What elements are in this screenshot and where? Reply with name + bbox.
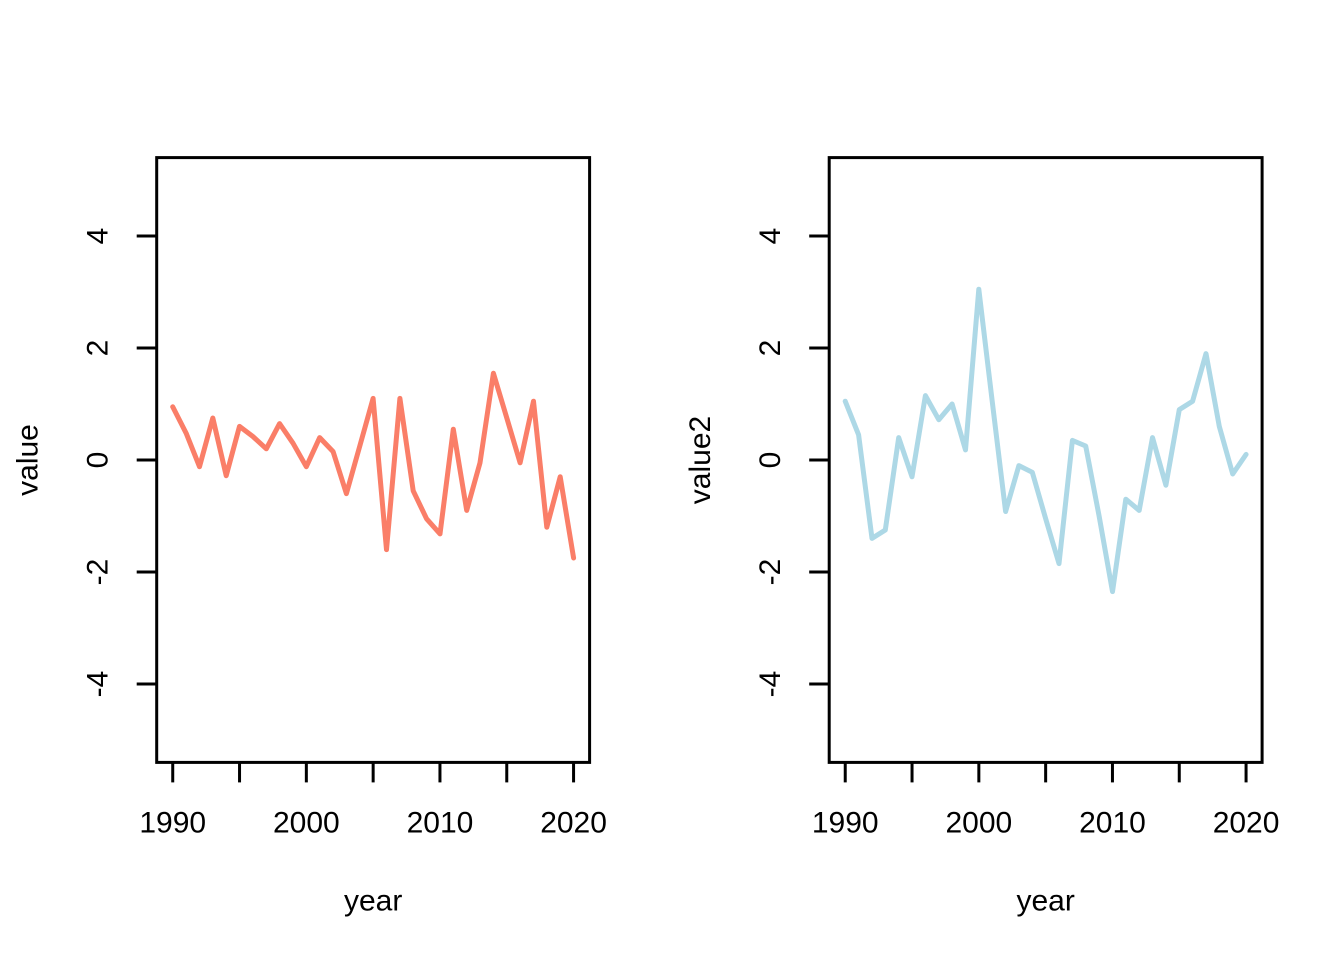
panel-right: 1990 2000 2010 2020 -4 -2 0 2 4 year value2 <box>684 156 1280 917</box>
y-tick-label: -2 <box>754 559 787 586</box>
panel-left: 1990 2000 2010 2020 -4 -2 0 2 4 year value <box>12 156 607 917</box>
y-axis-title: value2 <box>684 416 717 504</box>
x-tick-label: 1990 <box>139 806 206 839</box>
value-series-line <box>170 370 577 561</box>
x-tick-label: 2020 <box>1213 806 1280 839</box>
y-tick-label: -4 <box>82 671 115 698</box>
x-tick-label: 2000 <box>945 806 1012 839</box>
x-tick-label: 1990 <box>812 806 879 839</box>
x-tick-label: 2000 <box>273 806 340 839</box>
y-tick-label: 0 <box>82 452 115 469</box>
y-axis-title: value <box>12 424 45 496</box>
value2-series-line <box>842 286 1249 595</box>
x-tick-label: 2010 <box>407 806 474 839</box>
y-tick-label: 4 <box>754 228 787 245</box>
y-tick-label: -2 <box>82 559 115 586</box>
y-tick-label: 0 <box>754 452 787 469</box>
x-tick-label: 2010 <box>1079 806 1146 839</box>
y-tick-label: 4 <box>82 228 115 245</box>
y-tick-label: -4 <box>754 671 787 698</box>
x-tick-label: 2020 <box>540 806 607 839</box>
x-axis-title: year <box>344 884 402 917</box>
y-tick-label: 2 <box>754 340 787 357</box>
y-tick-label: 2 <box>82 340 115 357</box>
x-axis-title: year <box>1016 884 1074 917</box>
